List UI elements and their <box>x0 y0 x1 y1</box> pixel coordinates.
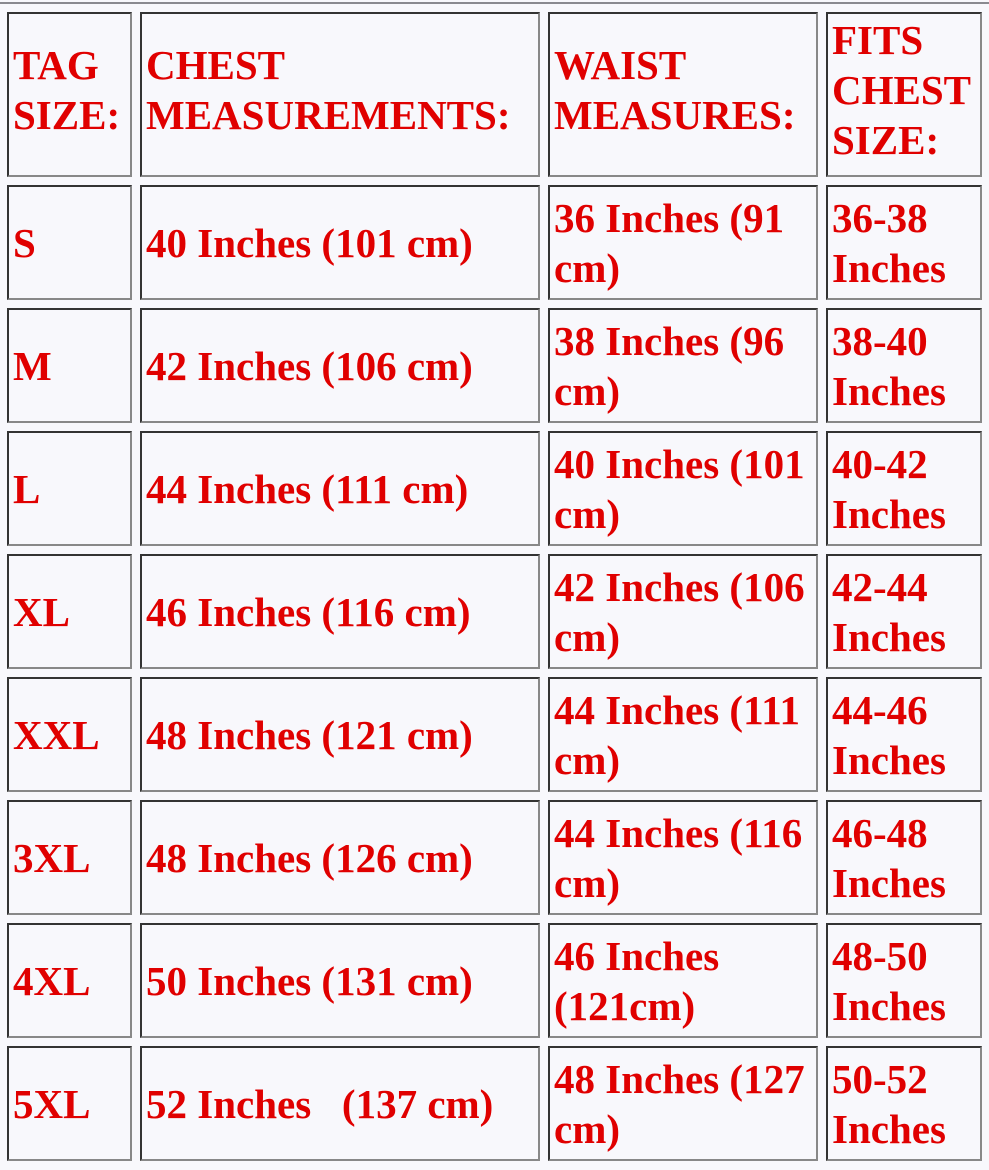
chest-cell: 42 Inches (106 cm) <box>140 308 540 423</box>
tag-size-cell-text: S <box>13 219 36 266</box>
size-chart-table: TAG SIZE: CHEST MEASUREMENTS: WAIST MEAS… <box>7 12 982 1161</box>
header-tag-size-text: TAG SIZE: <box>13 41 121 138</box>
tag-size-cell-text: 5XL <box>13 1080 91 1127</box>
chest-cell: 48 Inches (126 cm) <box>140 800 540 915</box>
chest-cell-text: 46 Inches (116 cm) <box>146 588 471 635</box>
waist-cell-text: 38 Inches (96 cm) <box>554 317 785 414</box>
tag-size-cell: XL <box>7 554 132 669</box>
tag-size-cell: 3XL <box>7 800 132 915</box>
fits-chest-cell: 50-52 Inches <box>826 1046 982 1161</box>
fits-chest-cell: 44-46 Inches <box>826 677 982 792</box>
fits-chest-cell-text: 50-52 Inches <box>832 1055 946 1152</box>
waist-cell: 44 Inches (111 cm) <box>548 677 818 792</box>
fits-chest-cell: 40-42 Inches <box>826 431 982 546</box>
waist-cell: 40 Inches (101 cm) <box>548 431 818 546</box>
tag-size-cell-text: XXL <box>13 711 100 758</box>
tag-size-cell-text: 3XL <box>13 834 91 881</box>
chest-cell-text: 48 Inches (121 cm) <box>146 711 473 758</box>
chest-cell: 48 Inches (121 cm) <box>140 677 540 792</box>
fits-chest-cell: 42-44 Inches <box>826 554 982 669</box>
fits-chest-cell: 36-38 Inches <box>826 185 982 300</box>
tag-size-cell-text: L <box>13 465 41 512</box>
waist-cell: 48 Inches (127 cm) <box>548 1046 818 1161</box>
fits-chest-cell-text: 36-38 Inches <box>832 194 946 291</box>
chest-cell-text: 48 Inches (126 cm) <box>146 834 473 881</box>
fits-chest-cell-text: 48-50 Inches <box>832 932 946 1029</box>
waist-cell: 46 Inches (121cm) <box>548 923 818 1038</box>
header-waist-text: WAIST MEASURES: <box>554 41 796 138</box>
tag-size-cell-text: 4XL <box>13 957 91 1004</box>
tag-size-cell-text: XL <box>13 588 70 635</box>
waist-cell: 42 Inches (106 cm) <box>548 554 818 669</box>
chest-cell-text: 50 Inches (131 cm) <box>146 957 473 1004</box>
chest-cell: 46 Inches (116 cm) <box>140 554 540 669</box>
tag-size-cell: 5XL <box>7 1046 132 1161</box>
tag-size-cell: 4XL <box>7 923 132 1038</box>
fits-chest-cell-text: 44-46 Inches <box>832 686 946 783</box>
waist-cell-text: 44 Inches (111 cm) <box>554 686 801 783</box>
chest-cell-text: 42 Inches (106 cm) <box>146 342 473 389</box>
header-fits-chest-text: FITS CHEST SIZE: <box>832 16 971 163</box>
waist-cell-text: 36 Inches (91 cm) <box>554 194 785 291</box>
fits-chest-cell-text: 42-44 Inches <box>832 563 946 660</box>
header-fits-chest: FITS CHEST SIZE: <box>826 12 982 177</box>
header-chest: CHEST MEASUREMENTS: <box>140 12 540 177</box>
fits-chest-cell-text: 38-40 Inches <box>832 317 946 414</box>
tag-size-cell-text: M <box>13 342 52 389</box>
fits-chest-cell: 46-48 Inches <box>826 800 982 915</box>
chest-cell: 52 Inches (137 cm) <box>140 1046 540 1161</box>
header-chest-text: CHEST MEASUREMENTS: <box>146 41 511 138</box>
tag-size-cell: M <box>7 308 132 423</box>
fits-chest-cell: 38-40 Inches <box>826 308 982 423</box>
chest-cell: 40 Inches (101 cm) <box>140 185 540 300</box>
header-tag-size: TAG SIZE: <box>7 12 132 177</box>
waist-cell-text: 46 Inches (121cm) <box>554 932 720 1029</box>
waist-cell-text: 48 Inches (127 cm) <box>554 1055 805 1152</box>
chest-cell-text: 40 Inches (101 cm) <box>146 219 473 266</box>
header-waist: WAIST MEASURES: <box>548 12 818 177</box>
waist-cell-text: 40 Inches (101 cm) <box>554 440 805 537</box>
tag-size-cell: S <box>7 185 132 300</box>
waist-cell-text: 44 Inches (116 cm) <box>554 809 803 906</box>
fits-chest-cell-text: 46-48 Inches <box>832 809 946 906</box>
fits-chest-cell: 48-50 Inches <box>826 923 982 1038</box>
waist-cell: 44 Inches (116 cm) <box>548 800 818 915</box>
fits-chest-cell-text: 40-42 Inches <box>832 440 946 537</box>
tag-size-cell: L <box>7 431 132 546</box>
chest-cell-text: 44 Inches (111 cm) <box>146 465 469 512</box>
chest-cell: 44 Inches (111 cm) <box>140 431 540 546</box>
waist-cell: 36 Inches (91 cm) <box>548 185 818 300</box>
tag-size-cell: XXL <box>7 677 132 792</box>
chest-cell: 50 Inches (131 cm) <box>140 923 540 1038</box>
chest-cell-text: 52 Inches (137 cm) <box>146 1080 494 1127</box>
waist-cell: 38 Inches (96 cm) <box>548 308 818 423</box>
waist-cell-text: 42 Inches (106 cm) <box>554 563 805 660</box>
top-divider <box>0 2 989 4</box>
